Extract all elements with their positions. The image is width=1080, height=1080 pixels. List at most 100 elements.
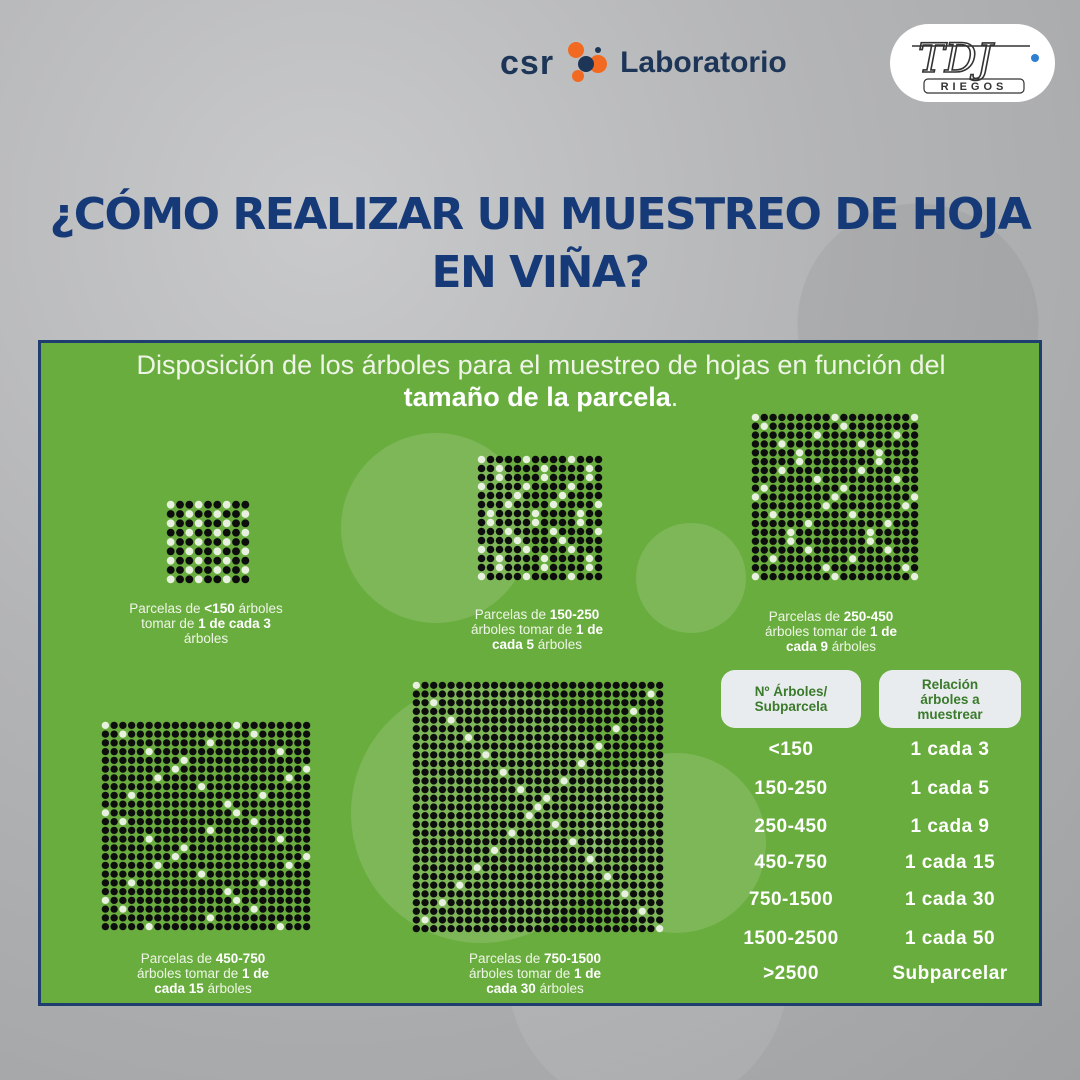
tree <box>447 690 455 698</box>
tree <box>543 855 551 863</box>
tree <box>813 502 822 510</box>
tree <box>558 464 567 473</box>
tree <box>490 725 499 733</box>
tree <box>778 484 786 492</box>
tree <box>447 812 455 820</box>
tree <box>294 730 302 738</box>
tree <box>119 774 127 782</box>
tree <box>499 699 507 707</box>
sampled-tree <box>531 518 540 527</box>
tree <box>101 835 110 843</box>
tree <box>621 846 629 855</box>
tree <box>490 872 499 881</box>
tree <box>522 527 531 536</box>
tree <box>154 739 162 747</box>
tree <box>302 739 311 747</box>
tree <box>224 730 232 738</box>
tree <box>482 846 490 855</box>
tree <box>127 870 136 878</box>
tree <box>543 803 551 811</box>
tree <box>534 777 542 785</box>
table-size-cell: 250-450 <box>754 816 828 837</box>
tree <box>569 890 577 898</box>
tree <box>250 914 258 922</box>
tree <box>543 829 551 837</box>
tree <box>875 528 883 537</box>
tree <box>534 681 542 689</box>
tree <box>603 855 612 863</box>
tree <box>412 846 420 855</box>
tree <box>215 774 223 782</box>
tree <box>194 528 203 537</box>
tree <box>495 545 504 554</box>
tree <box>490 707 499 716</box>
tree <box>473 777 481 785</box>
tree <box>430 907 438 915</box>
tree <box>549 554 558 563</box>
tree <box>232 887 241 896</box>
tree <box>577 864 586 872</box>
tree <box>848 475 857 484</box>
tree <box>576 545 585 554</box>
tree <box>525 716 533 724</box>
tree <box>884 413 892 422</box>
tree <box>525 838 533 846</box>
tree <box>267 730 276 738</box>
tree <box>778 572 786 581</box>
tree <box>241 870 250 878</box>
tree <box>171 817 180 826</box>
sampled-tree <box>197 870 206 878</box>
tree <box>464 742 473 750</box>
tree <box>267 826 276 835</box>
tree <box>430 785 438 794</box>
tree <box>516 699 525 707</box>
tree <box>421 829 429 837</box>
tree <box>294 756 302 765</box>
tree <box>656 785 664 794</box>
tree <box>647 925 655 933</box>
sampled-tree <box>884 519 892 528</box>
table-ratio-cell: 1 cada 5 <box>910 778 990 799</box>
tree <box>647 820 655 829</box>
tree <box>176 547 184 556</box>
caption-bold: 450-750 <box>215 951 266 966</box>
tree <box>189 844 197 852</box>
tree <box>197 765 206 773</box>
caption-bold: 1 de <box>242 966 270 981</box>
tree <box>473 890 481 898</box>
tree <box>569 794 577 802</box>
tree <box>136 739 145 747</box>
tree <box>543 916 551 924</box>
tree <box>647 872 655 881</box>
tree <box>136 844 145 852</box>
tree <box>241 500 250 509</box>
sampled-tree <box>447 716 455 724</box>
tree <box>586 907 594 915</box>
tree <box>621 751 629 759</box>
tree <box>215 887 223 896</box>
sampled-tree <box>522 545 531 554</box>
tree <box>525 768 533 776</box>
tree <box>447 846 455 855</box>
caption-bold: 1 de <box>576 622 604 637</box>
tree <box>477 491 486 500</box>
tree <box>543 742 551 750</box>
tree <box>848 572 857 581</box>
tree <box>595 890 603 898</box>
tree <box>473 898 481 907</box>
tree <box>884 422 892 430</box>
tree <box>603 803 612 811</box>
header-line: árboles a <box>920 691 980 707</box>
tree <box>285 765 293 773</box>
tree <box>629 716 638 724</box>
tree <box>136 791 145 800</box>
tree <box>621 872 629 881</box>
tree <box>285 905 293 913</box>
tree <box>513 455 522 464</box>
sampled-tree <box>154 861 162 870</box>
tree <box>848 493 857 501</box>
tree <box>516 681 525 689</box>
tree <box>769 422 777 430</box>
sampled-tree <box>522 572 531 581</box>
tree <box>110 800 118 808</box>
